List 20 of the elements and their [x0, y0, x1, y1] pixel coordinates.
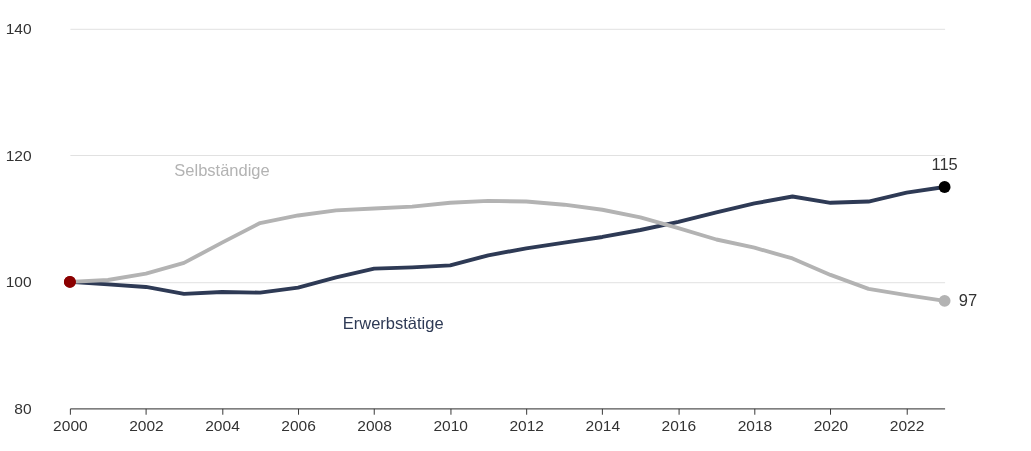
x-tick-label: 2010 — [433, 417, 469, 435]
data-label: 97 — [958, 290, 978, 309]
text: Erwerbstätige — [342, 314, 444, 333]
x-tick-label: 2012 — [509, 417, 545, 435]
y-tick-label: 120 — [5, 146, 32, 164]
x-tick-label: 2022 — [889, 417, 925, 435]
x-tick-label: 2000 — [53, 417, 89, 435]
y-tick-label: 100 — [5, 273, 32, 291]
x-tick-label: 2008 — [357, 417, 392, 435]
y-tick-label: 140 — [5, 20, 32, 38]
x-tick-label: 2018 — [737, 417, 773, 435]
x-tick-label: 2006 — [281, 417, 316, 435]
text: Selbständige — [174, 161, 270, 180]
x-tick-label: 2014 — [585, 417, 621, 435]
x-tick-label: 2016 — [661, 417, 697, 435]
x-tick-label: 2004 — [205, 417, 241, 435]
data-label: 115 — [931, 155, 958, 174]
y-tick-label: 80 — [14, 399, 32, 417]
x-tick-label: 2002 — [129, 417, 164, 435]
x-tick-label: 2020 — [813, 417, 849, 435]
